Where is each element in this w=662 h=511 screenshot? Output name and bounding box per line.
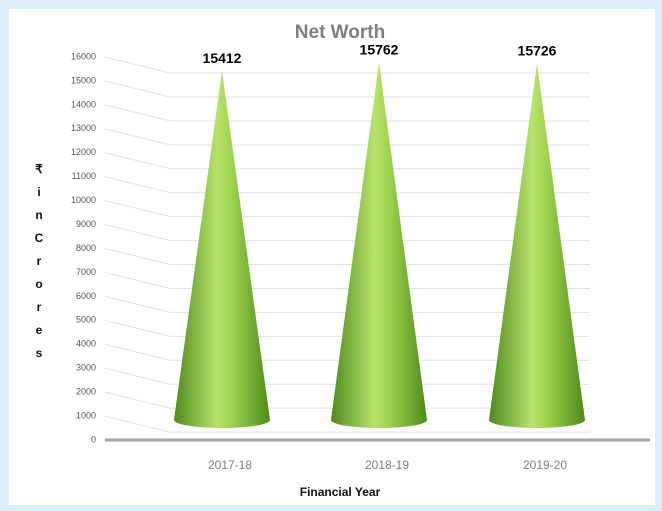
grid-line <box>104 391 590 409</box>
y-axis-label: ₹ in Crores <box>34 162 44 360</box>
grid-line <box>104 80 590 98</box>
grid-line <box>104 176 590 194</box>
y-tick-label: 2000 <box>76 387 96 397</box>
grid-line <box>104 319 590 337</box>
y-tick-label: 14000 <box>71 99 96 109</box>
grid-line <box>104 224 590 242</box>
y-tick-label: 15000 <box>71 75 96 85</box>
cone <box>331 62 427 429</box>
cone <box>174 71 270 428</box>
grid-line <box>104 415 590 433</box>
x-tick-label: 2018-19 <box>365 458 409 472</box>
grid-line <box>104 248 590 265</box>
cone <box>489 63 585 429</box>
y-tick-label: 10000 <box>71 195 96 205</box>
grid-line <box>104 343 590 361</box>
value-label: 15412 <box>203 50 242 66</box>
grid-line <box>104 200 590 218</box>
y-tick-label: 3000 <box>76 363 96 373</box>
grid-line <box>104 152 590 170</box>
y-tick-label: 8000 <box>76 243 96 253</box>
grid-line <box>104 295 590 313</box>
grid-line <box>104 367 590 385</box>
cone-body <box>489 63 585 429</box>
grid-line <box>104 104 590 122</box>
y-tick-label: 0 <box>91 434 96 444</box>
grid-line <box>104 271 590 289</box>
x-tick-label: 2017-18 <box>208 458 252 472</box>
y-tick-label: 6000 <box>76 291 96 301</box>
value-label: 15726 <box>518 42 557 58</box>
cone-body <box>174 71 270 428</box>
y-tick-label: 13000 <box>71 123 96 133</box>
y-tick-label: 7000 <box>76 267 96 277</box>
x-axis-label: Financial Year <box>300 485 381 499</box>
grid-line <box>104 56 590 74</box>
y-tick-label: 1000 <box>76 410 96 420</box>
x-tick-label: 2019-20 <box>523 458 567 472</box>
chart-title: Net Worth <box>295 22 385 43</box>
y-tick-label: 11000 <box>72 171 96 181</box>
value-label: 15762 <box>360 41 399 57</box>
y-tick-label: 9000 <box>76 219 96 229</box>
cone-body <box>331 62 427 429</box>
y-tick-label: 16000 <box>71 51 96 61</box>
grid-line <box>104 128 590 146</box>
y-tick-label: 5000 <box>76 315 96 325</box>
y-tick-label: 4000 <box>76 339 96 349</box>
y-tick-label: 12000 <box>71 147 96 157</box>
